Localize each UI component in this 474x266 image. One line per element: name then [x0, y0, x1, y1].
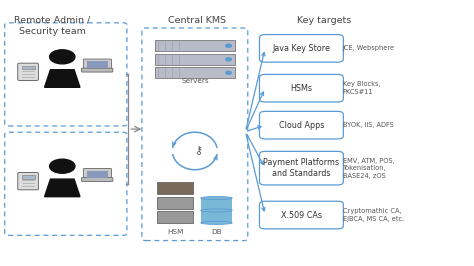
Circle shape — [50, 159, 75, 173]
FancyBboxPatch shape — [83, 59, 111, 70]
FancyBboxPatch shape — [18, 63, 38, 80]
FancyBboxPatch shape — [22, 66, 35, 69]
Ellipse shape — [201, 209, 232, 212]
FancyBboxPatch shape — [259, 151, 343, 185]
FancyBboxPatch shape — [155, 54, 235, 65]
Text: HSM: HSM — [167, 229, 183, 235]
FancyBboxPatch shape — [82, 178, 113, 181]
Text: JCE, Websphere: JCE, Websphere — [343, 45, 395, 51]
Polygon shape — [45, 179, 80, 197]
Text: Cryptomathic CA,
EJBCA, MS CA, etc.: Cryptomathic CA, EJBCA, MS CA, etc. — [343, 208, 404, 222]
FancyBboxPatch shape — [259, 201, 343, 229]
Text: BYOK, IIS, ADFS: BYOK, IIS, ADFS — [343, 122, 393, 128]
FancyBboxPatch shape — [22, 175, 35, 179]
Text: Remote Admin /
Security team: Remote Admin / Security team — [14, 16, 90, 36]
Text: ⚷: ⚷ — [194, 146, 203, 156]
FancyBboxPatch shape — [155, 67, 235, 78]
Text: Cloud Apps: Cloud Apps — [279, 121, 324, 130]
Text: X.509 CAs: X.509 CAs — [281, 211, 322, 219]
FancyBboxPatch shape — [259, 111, 343, 139]
Circle shape — [226, 71, 231, 74]
FancyBboxPatch shape — [259, 74, 343, 102]
FancyBboxPatch shape — [259, 35, 343, 62]
Circle shape — [226, 58, 231, 61]
FancyBboxPatch shape — [87, 61, 108, 68]
Text: HSMs: HSMs — [291, 84, 312, 93]
FancyBboxPatch shape — [142, 28, 248, 240]
Circle shape — [50, 50, 75, 64]
Text: EMV, ATM, POS,
Tokenisation,
BASE24, zOS: EMV, ATM, POS, Tokenisation, BASE24, zOS — [343, 158, 394, 179]
Polygon shape — [45, 70, 80, 87]
FancyBboxPatch shape — [87, 171, 108, 178]
FancyBboxPatch shape — [157, 182, 193, 194]
Text: Java Key Store: Java Key Store — [273, 44, 330, 53]
FancyBboxPatch shape — [5, 23, 127, 126]
FancyBboxPatch shape — [5, 132, 127, 235]
Ellipse shape — [201, 221, 232, 225]
FancyBboxPatch shape — [157, 211, 193, 223]
Text: DB: DB — [211, 229, 222, 235]
Ellipse shape — [201, 197, 232, 200]
Text: Key Blocks,
PKCS#11: Key Blocks, PKCS#11 — [343, 81, 380, 95]
Circle shape — [226, 44, 231, 47]
FancyBboxPatch shape — [201, 198, 232, 223]
Text: Key targets: Key targets — [297, 16, 351, 25]
FancyBboxPatch shape — [18, 173, 38, 190]
FancyBboxPatch shape — [82, 68, 113, 72]
FancyBboxPatch shape — [155, 40, 235, 51]
FancyBboxPatch shape — [83, 168, 111, 179]
Text: Payment Platforms
and Standards: Payment Platforms and Standards — [264, 158, 339, 178]
Text: Servers: Servers — [181, 78, 209, 84]
Text: Central KMS: Central KMS — [168, 16, 226, 25]
FancyBboxPatch shape — [157, 197, 193, 209]
